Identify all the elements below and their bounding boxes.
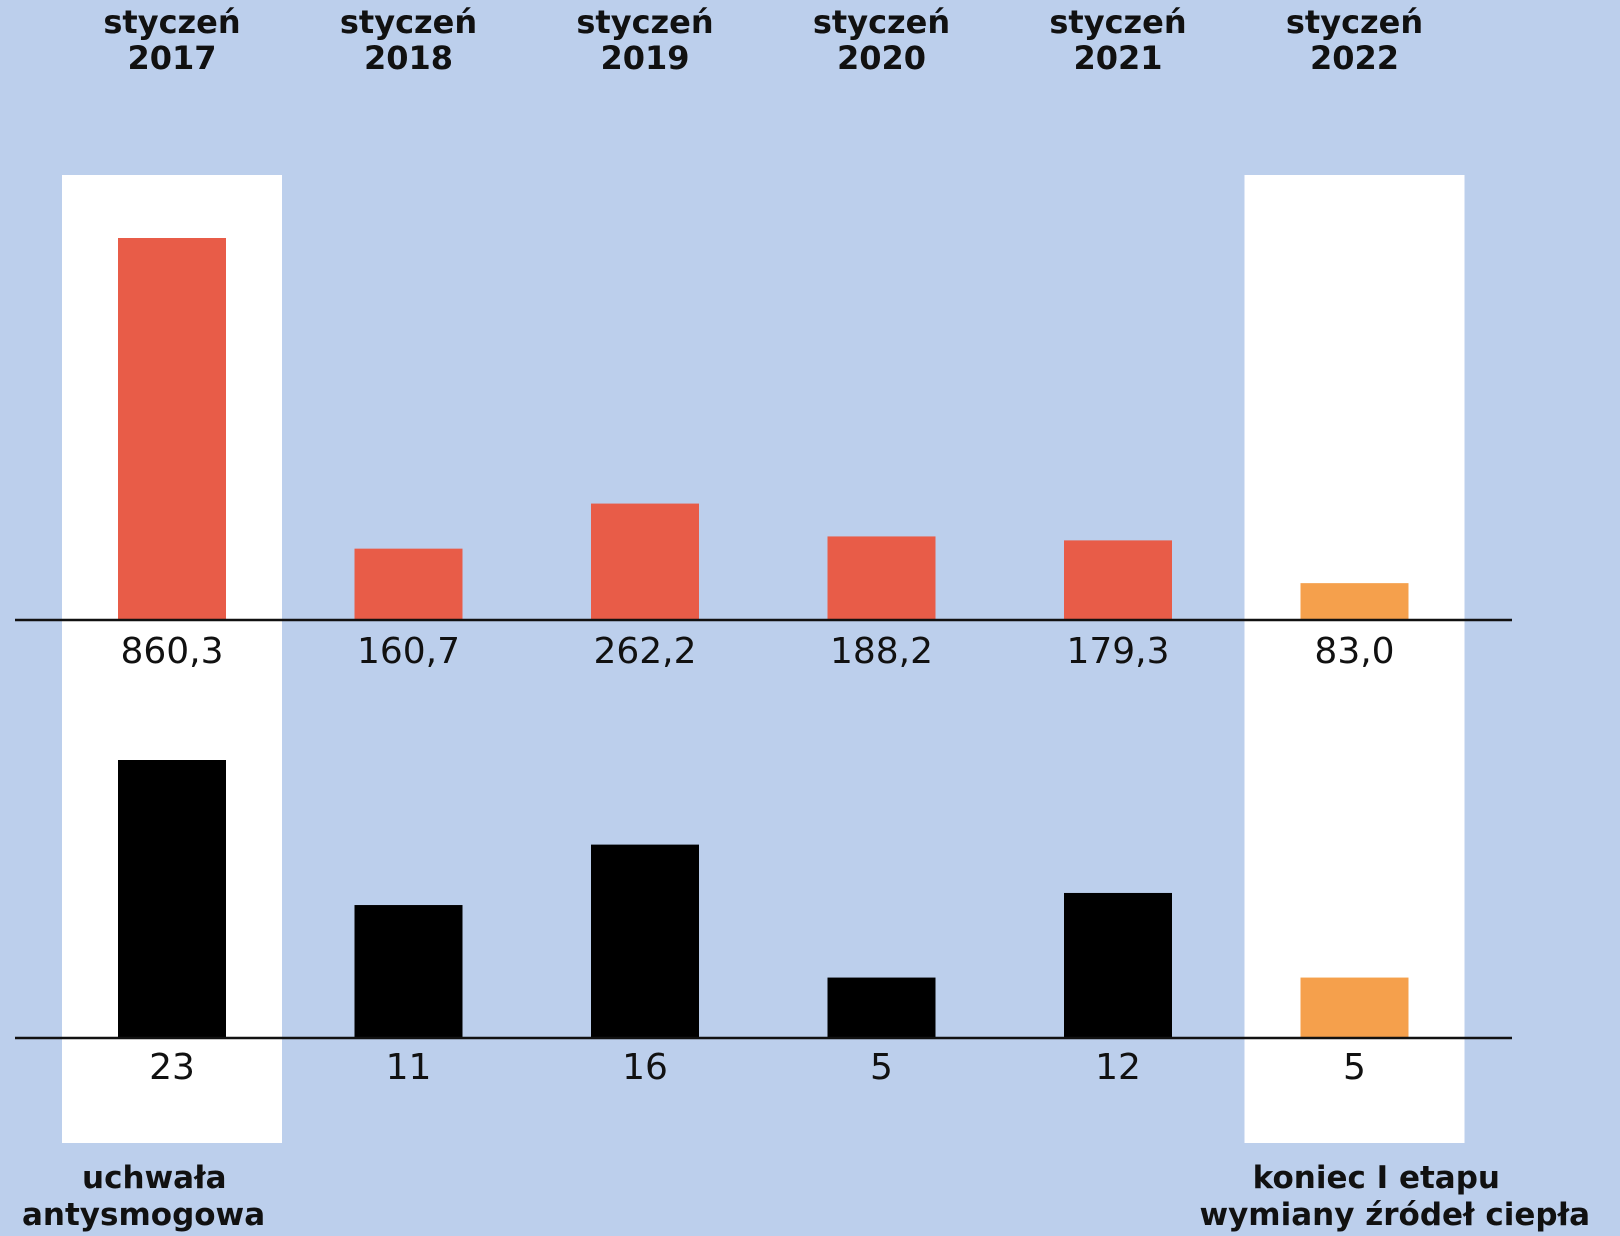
data-label: 16	[622, 1047, 668, 1088]
category-label: styczeń 2019	[576, 3, 713, 77]
data-label: 23	[149, 1047, 195, 1088]
category-headers: styczeń 2017 styczeń 2018 styczeń 2019 styczeń…	[103, 3, 1423, 77]
category-label: styczeń 2022	[1286, 3, 1423, 77]
data-label: 5	[870, 1047, 893, 1088]
data-label: 5	[1343, 1047, 1366, 1088]
bar	[1300, 977, 1409, 1038]
data-label: 188,2	[830, 631, 933, 672]
data-label: 262,2	[593, 631, 696, 672]
data-label: 12	[1095, 1047, 1141, 1088]
series-2-value-labels: 23 11 16 5 12 5	[149, 1047, 1366, 1088]
data-label: 11	[386, 1047, 432, 1088]
bar	[1064, 892, 1172, 1038]
category-label: styczeń 2020	[813, 3, 950, 77]
series-2-bars	[118, 760, 1409, 1038]
data-label: 160,7	[357, 631, 460, 672]
bar	[827, 977, 936, 1038]
bar	[118, 760, 226, 1038]
bar	[354, 905, 463, 1038]
bar	[1064, 540, 1172, 620]
bar	[1300, 583, 1409, 620]
bar	[591, 503, 699, 620]
bar	[827, 536, 936, 620]
bar	[354, 548, 463, 620]
category-label: styczeń 2018	[340, 3, 477, 77]
annotations: uchwała antysmogowa koniec I etapu wymiany …	[22, 1160, 1590, 1233]
category-label: styczeń 2021	[1049, 3, 1186, 77]
bar	[118, 238, 226, 620]
annotation: koniec I etapu wymiany źródeł ciepła	[1199, 1160, 1590, 1233]
series-1-bars	[118, 238, 1409, 620]
data-label: 83,0	[1314, 631, 1394, 672]
series-1-value-labels: 860,3 160,7 262,2 188,2 179,3 83,0	[120, 631, 1394, 672]
baselines	[15, 618, 1512, 1040]
bar	[591, 844, 699, 1038]
data-label: 860,3	[120, 631, 223, 672]
data-label: 179,3	[1066, 631, 1169, 672]
category-label: styczeń 2017	[103, 3, 240, 77]
annotation: uchwała antysmogowa	[22, 1160, 265, 1233]
